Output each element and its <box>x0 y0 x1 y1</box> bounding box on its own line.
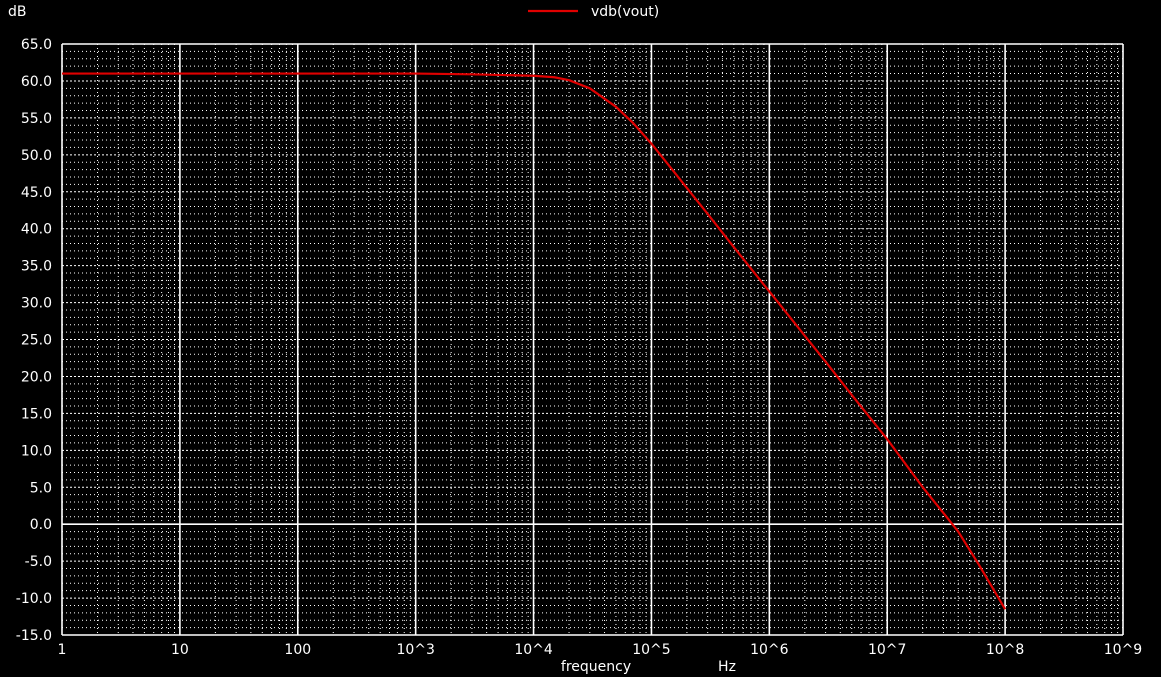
y-tick-label: 20.0 <box>21 369 52 385</box>
y-tick-label: 40.0 <box>21 222 52 238</box>
y-tick-label: 10.0 <box>21 443 52 459</box>
y-tick-label: 45.0 <box>21 185 52 201</box>
y-tick-label: 0.0 <box>30 517 52 533</box>
y-tick-label: 5.0 <box>30 480 52 496</box>
y-axis-label: dB <box>8 4 27 20</box>
legend: vdb(vout) <box>528 4 659 20</box>
x-tick-label: 100 <box>284 642 311 658</box>
y-tick-label: 60.0 <box>21 74 52 90</box>
x-tick-label: 10^9 <box>1104 642 1142 658</box>
y-tick-label: 25.0 <box>21 333 52 349</box>
x-tick-label: 10^8 <box>986 642 1024 658</box>
x-tick-label: 10^4 <box>514 642 553 658</box>
y-tick-label: 30.0 <box>21 296 52 312</box>
y-tick-label: 65.0 <box>21 37 52 53</box>
legend-label-vdb-vout: vdb(vout) <box>591 4 659 20</box>
x-tick-label: 10 <box>171 642 189 658</box>
x-tick-label: 10^5 <box>632 642 670 658</box>
y-tick-label: 35.0 <box>21 259 52 275</box>
grid-lines <box>61 43 1124 636</box>
y-tick-label: 15.0 <box>21 406 52 422</box>
x-tick-label: 10^3 <box>396 642 434 658</box>
tick-labels: 1 10 100 10^3 10^4 10^5 10^6 10^7 10^8 10^9 65.0 60… <box>16 37 1142 658</box>
x-tick-label: 10^6 <box>750 642 789 658</box>
x-axis-label: frequency <box>561 659 631 675</box>
y-tick-label: 55.0 <box>21 111 52 127</box>
series-layer <box>62 72 1007 610</box>
series-line-vdb-vout <box>62 72 1007 610</box>
x-axis-unit: Hz <box>718 659 736 675</box>
x-tick-label: 1 <box>58 642 67 658</box>
y-tick-label: -10.0 <box>16 591 52 607</box>
y-tick-label: 50.0 <box>21 148 52 164</box>
y-tick-label: -5.0 <box>25 554 52 570</box>
x-tick-label: 10^7 <box>868 642 906 658</box>
y-tick-label: -15.0 <box>16 628 52 644</box>
